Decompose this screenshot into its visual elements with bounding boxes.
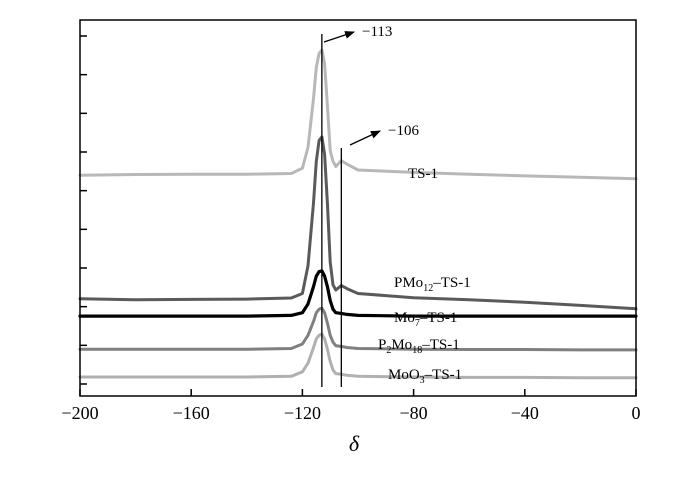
x-tick-label-2: −120 <box>284 403 321 423</box>
axes-layer: −200 −160 −120 −80 −40 0 <box>61 19 641 423</box>
series-line-p2mo18 <box>78 306 638 352</box>
series-line-pmo12 <box>78 135 638 311</box>
series-layer <box>78 48 638 380</box>
series-line-ts1 <box>78 48 638 181</box>
series-label-ts1: TS-1 <box>408 166 438 182</box>
series-label-moo3: MoO3–TS-1 <box>388 367 462 386</box>
x-tick-label-4: −40 <box>511 403 539 423</box>
annotation-label-0: −113 <box>362 24 392 40</box>
annotation-label-1: −106 <box>388 123 419 139</box>
series-line-moo3 <box>78 332 638 380</box>
reference-lines-layer: −113 −106 <box>321 24 419 387</box>
series-label-pmo12: PMo12–TS-1 <box>394 275 471 294</box>
x-tick-label-0: −200 <box>61 403 98 423</box>
x-tick-label-3: −80 <box>400 403 428 423</box>
annotation-arrow-1 <box>349 130 381 146</box>
x-tick-label-1: −160 <box>173 403 210 423</box>
series-label-mo7: Mo7–TS-1 <box>394 310 457 329</box>
plot-frame <box>79 19 637 397</box>
x-axis-title: δ <box>349 431 360 456</box>
series-label-p2mo18: P2Mo18–TS-1 <box>378 337 460 356</box>
annotation-arrow-0 <box>323 31 355 43</box>
labels-layer: TS-1 PMo12–TS-1 Mo7–TS-1 P2Mo18–TS-1 MoO3–TS… <box>378 166 471 386</box>
x-tick-label-5: 0 <box>632 403 641 423</box>
series-line-mo7 <box>78 269 638 318</box>
